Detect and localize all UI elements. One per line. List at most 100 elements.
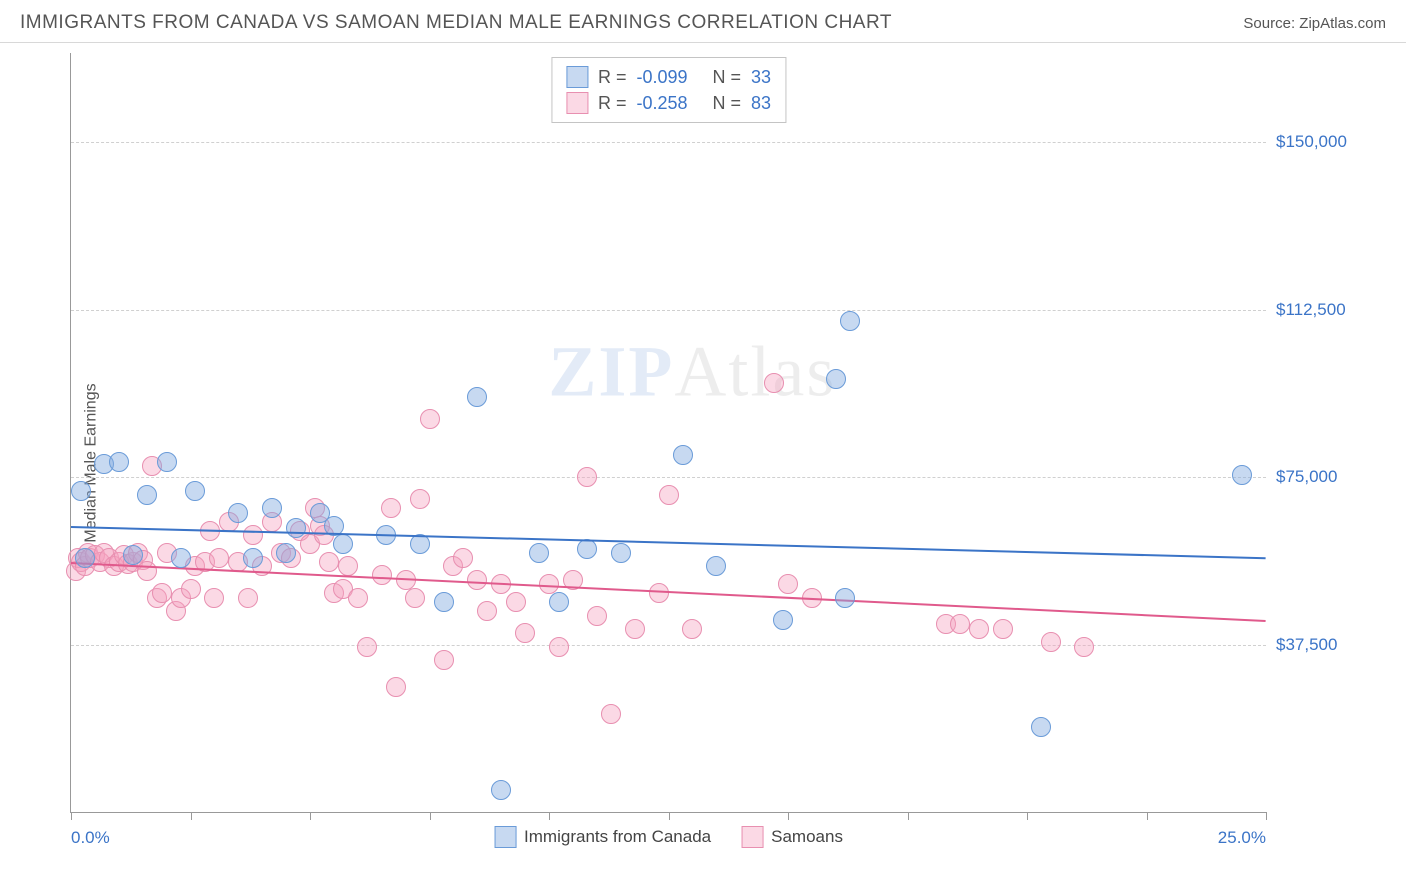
data-point-canada [1031, 717, 1051, 737]
x-tick [430, 812, 431, 820]
data-point-samoan [338, 556, 358, 576]
stats-row-canada: R = -0.099 N = 33 [566, 64, 771, 90]
x-tick-label-max: 25.0% [1218, 828, 1266, 848]
data-point-samoan [993, 619, 1013, 639]
data-point-samoan [506, 592, 526, 612]
data-point-samoan [1041, 632, 1061, 652]
swatch-canada [566, 66, 588, 88]
data-point-canada [333, 534, 353, 554]
y-tick-label: $112,500 [1276, 300, 1376, 320]
watermark: ZIPAtlas [548, 330, 836, 413]
chart-header: IMMIGRANTS FROM CANADA VS SAMOAN MEDIAN … [0, 0, 1406, 43]
data-point-canada [673, 445, 693, 465]
data-point-canada [228, 503, 248, 523]
legend-item-samoan: Samoans [741, 826, 843, 848]
x-tick [908, 812, 909, 820]
x-tick [1266, 812, 1267, 820]
data-point-samoan [152, 583, 172, 603]
data-point-samoan [386, 677, 406, 697]
data-point-canada [171, 548, 191, 568]
gridline [71, 142, 1266, 143]
data-point-samoan [319, 552, 339, 572]
data-point-samoan [682, 619, 702, 639]
data-point-samoan [764, 373, 784, 393]
data-point-samoan [410, 489, 430, 509]
data-point-canada [157, 452, 177, 472]
x-tick [191, 812, 192, 820]
chart-area: Median Male Earnings ZIPAtlas R = -0.099… [20, 53, 1386, 873]
data-point-samoan [405, 588, 425, 608]
swatch-canada-legend [494, 826, 516, 848]
plot-region: ZIPAtlas R = -0.099 N = 33 R = -0.258 N … [70, 53, 1266, 813]
x-tick [669, 812, 670, 820]
data-point-samoan [778, 574, 798, 594]
data-point-samoan [659, 485, 679, 505]
data-point-samoan [348, 588, 368, 608]
x-tick [310, 812, 311, 820]
chart-source: Source: ZipAtlas.com [1243, 15, 1386, 32]
gridline [71, 310, 1266, 311]
chart-title: IMMIGRANTS FROM CANADA VS SAMOAN MEDIAN … [20, 12, 892, 34]
data-point-samoan [238, 588, 258, 608]
data-point-samoan [453, 548, 473, 568]
data-point-canada [1232, 465, 1252, 485]
data-point-canada [491, 780, 511, 800]
x-tick [788, 812, 789, 820]
data-point-samoan [649, 583, 669, 603]
data-point-samoan [137, 561, 157, 581]
data-point-samoan [467, 570, 487, 590]
data-point-canada [286, 518, 306, 538]
data-point-canada [773, 610, 793, 630]
y-tick-label: $150,000 [1276, 132, 1376, 152]
legend-item-canada: Immigrants from Canada [494, 826, 711, 848]
x-tick [1147, 812, 1148, 820]
swatch-samoan [566, 92, 588, 114]
data-point-canada [123, 545, 143, 565]
data-point-samoan [969, 619, 989, 639]
data-point-canada [109, 452, 129, 472]
data-point-samoan [372, 565, 392, 585]
data-point-canada [434, 592, 454, 612]
x-tick-label-min: 0.0% [71, 828, 110, 848]
data-point-canada [840, 311, 860, 331]
x-tick [1027, 812, 1028, 820]
data-point-samoan [601, 704, 621, 724]
data-point-canada [185, 481, 205, 501]
data-point-canada [276, 543, 296, 563]
data-point-samoan [209, 548, 229, 568]
data-point-samoan [381, 498, 401, 518]
data-point-canada [611, 543, 631, 563]
data-point-samoan [204, 588, 224, 608]
data-point-samoan [420, 409, 440, 429]
data-point-canada [262, 498, 282, 518]
swatch-samoan-legend [741, 826, 763, 848]
data-point-canada [835, 588, 855, 608]
data-point-samoan [577, 467, 597, 487]
data-point-canada [243, 548, 263, 568]
data-point-canada [529, 543, 549, 563]
stats-legend-box: R = -0.099 N = 33 R = -0.258 N = 83 [551, 57, 786, 123]
x-tick [71, 812, 72, 820]
y-tick-label: $75,000 [1276, 467, 1376, 487]
data-point-canada [826, 369, 846, 389]
data-point-canada [706, 556, 726, 576]
data-point-samoan [549, 637, 569, 657]
data-point-canada [467, 387, 487, 407]
x-tick [549, 812, 550, 820]
data-point-samoan [243, 525, 263, 545]
data-point-canada [71, 481, 91, 501]
data-point-samoan [357, 637, 377, 657]
data-point-samoan [1074, 637, 1094, 657]
data-point-canada [137, 485, 157, 505]
data-point-samoan [477, 601, 497, 621]
data-point-canada [75, 548, 95, 568]
y-tick-label: $37,500 [1276, 635, 1376, 655]
data-point-samoan [625, 619, 645, 639]
series-legend: Immigrants from Canada Samoans [494, 826, 843, 848]
data-point-samoan [515, 623, 535, 643]
data-point-samoan [434, 650, 454, 670]
data-point-samoan [181, 579, 201, 599]
gridline [71, 477, 1266, 478]
data-point-canada [549, 592, 569, 612]
data-point-samoan [587, 606, 607, 626]
